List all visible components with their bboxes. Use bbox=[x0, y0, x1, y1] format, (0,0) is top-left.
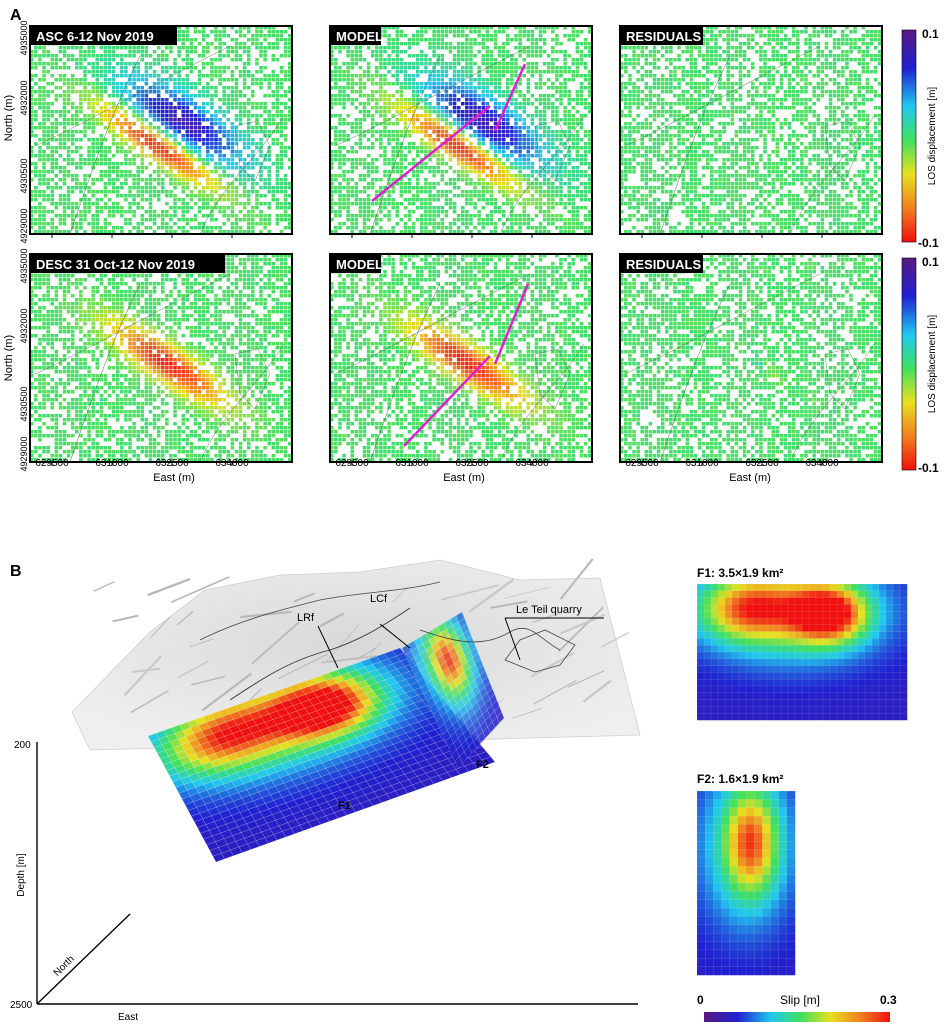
f1-label: F1 bbox=[338, 800, 351, 812]
panel-title: MODEL bbox=[336, 257, 383, 272]
panel-title-box bbox=[621, 27, 703, 45]
slip-colorbar-label: Slip [m] bbox=[780, 993, 820, 1007]
depth-axis-top: 200 bbox=[14, 740, 31, 751]
los-colorbar-bottom bbox=[901, 257, 917, 471]
fault-trace-f2 bbox=[493, 283, 530, 365]
geology-lines bbox=[624, 45, 875, 235]
x-tick-label: 634000 bbox=[215, 458, 249, 469]
fault-plane-f1 bbox=[147, 647, 496, 863]
los-colorbar-top bbox=[901, 29, 917, 243]
x-tick-label: 629500 bbox=[625, 458, 659, 469]
section-a-label: A bbox=[10, 7, 22, 24]
slip-colorbar bbox=[704, 1012, 890, 1022]
f2-label: F2 bbox=[476, 759, 489, 771]
panel-bottom-model: MODEL bbox=[329, 253, 593, 466]
panel-top-residual: RESIDUALS bbox=[619, 25, 883, 238]
geology-lines bbox=[624, 273, 875, 463]
panel-title: MODEL bbox=[336, 29, 383, 44]
depth-axis-label: Depth [m] bbox=[16, 853, 27, 897]
y-tick-labels: 4935000 4932000 4930500 4929000 4935000 49320… bbox=[19, 20, 29, 471]
slip-colorbar-max: 0.3 bbox=[880, 993, 897, 1007]
x-tick-label: 632500 bbox=[455, 458, 489, 469]
panel-title-box bbox=[31, 255, 225, 273]
los-colorbar-bottom-min: -0.1 bbox=[918, 461, 939, 475]
y-tick-label: 4930500 bbox=[19, 386, 29, 421]
los-colorbar-top-min: -0.1 bbox=[918, 236, 939, 250]
quarry-callout-line bbox=[504, 617, 521, 661]
y-tick-label: 4932000 bbox=[19, 80, 29, 115]
y-tick-label: 4932000 bbox=[19, 308, 29, 343]
lrf-callout-line bbox=[317, 625, 339, 669]
panel-title-box bbox=[331, 255, 381, 273]
slip-map-f2 bbox=[696, 790, 796, 976]
los-colorbar-bottom-max: 0.1 bbox=[922, 255, 939, 269]
panel-bottom-residual: RESIDUALS bbox=[619, 253, 883, 466]
east-direction-label: East bbox=[118, 1012, 138, 1023]
lrf-label: LRf bbox=[297, 612, 315, 624]
y-tick-label: 4935000 bbox=[19, 20, 29, 55]
panel-top-model: MODEL bbox=[329, 25, 593, 238]
x-axis-label-1: East (m) bbox=[153, 472, 195, 484]
panel-top-data: ASC 6-12 Nov 2019 bbox=[29, 25, 293, 238]
panel-title: ASC 6-12 Nov 2019 bbox=[36, 29, 154, 44]
y-axis-label-top: North (m) bbox=[3, 95, 15, 141]
x-tick-label: 631000 bbox=[95, 458, 129, 469]
x-tick-label: 634000 bbox=[805, 458, 839, 469]
x-tick-label: 631000 bbox=[685, 458, 719, 469]
y-tick-label: 4929000 bbox=[19, 208, 29, 243]
geology-lines bbox=[34, 45, 285, 235]
x-tick-label: 634000 bbox=[515, 458, 549, 469]
x-tick-label: 629500 bbox=[35, 458, 69, 469]
y-tick-label: 4929000 bbox=[19, 436, 29, 471]
los-colorbar-top-label: LOS displacement [m] bbox=[927, 87, 938, 186]
y-axis-label-bottom: North (m) bbox=[3, 335, 15, 381]
geology-lines bbox=[334, 45, 585, 235]
fault-trace-lines bbox=[199, 581, 576, 701]
lcf-callout-line bbox=[379, 623, 411, 649]
fault-trace-f1 bbox=[403, 355, 491, 447]
x-axis-label-3: East (m) bbox=[729, 472, 771, 484]
north-direction-label: North bbox=[52, 954, 77, 979]
fault-trace-f1 bbox=[371, 105, 491, 202]
fault-plane-f2 bbox=[401, 611, 505, 769]
x-tick-labels: 629500 631000 632500 634000 629500 631000 6325… bbox=[35, 458, 839, 469]
y-tick-label: 4935000 bbox=[19, 248, 29, 283]
f2-slip-title: F2: 1.6×1.9 km² bbox=[697, 772, 783, 786]
f1-slip-title: F1: 3.5×1.9 km² bbox=[697, 566, 783, 580]
panel-bottom-data: DESC 31 Oct-12 Nov 2019 bbox=[29, 253, 293, 466]
slip-map-f1 bbox=[696, 583, 908, 721]
panel-title: RESIDUALS bbox=[626, 29, 701, 44]
geology-lines bbox=[34, 273, 285, 463]
panel-title: DESC 31 Oct-12 Nov 2019 bbox=[36, 257, 195, 272]
depth-axis-bottom: 2500 bbox=[10, 1000, 33, 1011]
geology-lines bbox=[334, 273, 585, 463]
insar-panels: ASC 6-12 Nov 2019 MODEL RESIDUALS DESC 31 O… bbox=[29, 25, 883, 466]
panel-title-box bbox=[331, 27, 381, 45]
x-tick-label: 631000 bbox=[395, 458, 429, 469]
section-b-label: B bbox=[10, 563, 22, 580]
slip-colorbar-min: 0 bbox=[697, 993, 704, 1007]
quarry-label: Le Teil quarry bbox=[516, 604, 582, 616]
panel-title-box bbox=[31, 27, 177, 45]
panel-title-box bbox=[621, 255, 703, 273]
lcf-label: LCf bbox=[370, 593, 388, 605]
fault-trace-f2 bbox=[493, 63, 527, 132]
x-tick-label: 632500 bbox=[745, 458, 779, 469]
los-colorbar-top-max: 0.1 bbox=[922, 27, 939, 41]
panel-title: RESIDUALS bbox=[626, 257, 701, 272]
x-tick-label: 632500 bbox=[155, 458, 189, 469]
y-tick-label: 4930500 bbox=[19, 158, 29, 193]
los-colorbar-bottom-label: LOS displacement [m] bbox=[927, 315, 938, 414]
x-tick-label: 629500 bbox=[335, 458, 369, 469]
north-axis-line bbox=[36, 913, 131, 1005]
x-axis-label-2: East (m) bbox=[443, 472, 485, 484]
